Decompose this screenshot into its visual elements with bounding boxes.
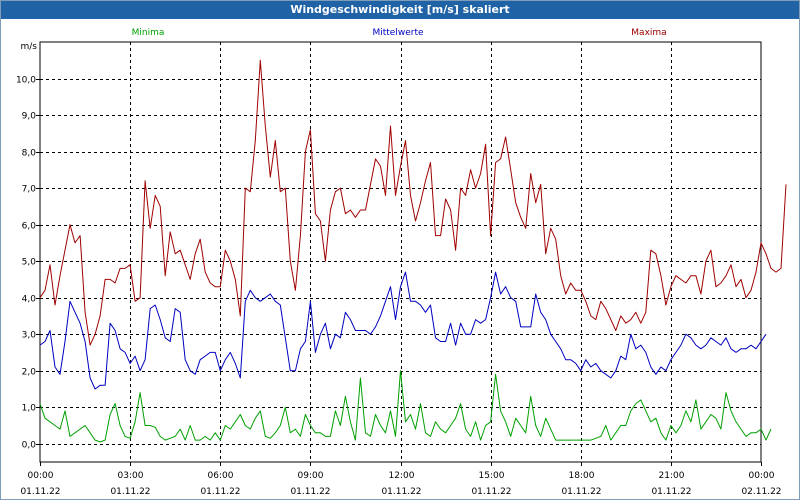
x-tick-time: 03:00 xyxy=(118,471,144,481)
legend-minima: Minima xyxy=(132,28,165,38)
x-tick-time: 09:00 xyxy=(298,471,324,481)
legend-mittelwerte: Mittelwerte xyxy=(372,28,423,38)
x-tick-date: 02.11.22 xyxy=(741,487,781,497)
y-axis: 0,0 1,0 2,0 3,0 4,0 5,0 6,0 7,0 8,0 9,0 10,0 xyxy=(16,76,40,451)
legend: Minima Mittelwerte Maxima xyxy=(132,28,667,38)
plot-area xyxy=(39,41,762,463)
series xyxy=(39,59,787,443)
x-tick-date: 01.11.22 xyxy=(471,487,511,497)
x-tick-time: 00:00 xyxy=(749,471,775,481)
y-tick-label: 10,0 xyxy=(16,76,36,86)
x-tick-time: 12:00 xyxy=(389,471,415,481)
x-tick-time: 00:00 xyxy=(28,471,54,481)
x-tick-time: 18:00 xyxy=(569,471,595,481)
x-axis: 00:00 01.11.22 03:00 01.11.22 06:00 01.11.22 0… xyxy=(20,462,782,497)
x-tick-date: 01.11.22 xyxy=(651,487,691,497)
x-tick-date: 01.11.22 xyxy=(561,487,601,497)
y-tick-label: 2,0 xyxy=(22,368,37,378)
y-tick-label: 8,0 xyxy=(22,149,37,159)
y-tick-label: 3,0 xyxy=(22,331,37,341)
x-tick-date: 01.11.22 xyxy=(381,487,421,497)
chart-title: Windgeschwindigkeit [m/s] skaliert xyxy=(1,1,799,19)
x-tick-time: 06:00 xyxy=(208,471,234,481)
y-tick-label: 6,0 xyxy=(22,222,37,232)
series-line-mittelwerte xyxy=(39,271,767,390)
x-tick-time: 15:00 xyxy=(479,471,505,481)
y-tick-label: 9,0 xyxy=(22,112,37,122)
x-tick-date: 01.11.22 xyxy=(290,487,330,497)
y-tick-label: 1,0 xyxy=(22,404,37,414)
x-tick-date: 01.11.22 xyxy=(200,487,240,497)
y-axis-label: m/s xyxy=(21,42,38,52)
y-tick-label: 5,0 xyxy=(22,258,37,268)
x-tick-date: 01.11.22 xyxy=(110,487,150,497)
y-tick-label: 7,0 xyxy=(22,185,37,195)
x-tick-date: 01.11.22 xyxy=(20,487,60,497)
series-line-minima xyxy=(39,370,772,443)
y-tick-label: 4,0 xyxy=(22,295,37,305)
x-tick-time: 21:00 xyxy=(659,471,685,481)
y-tick-label: 0,0 xyxy=(22,441,37,451)
series-line-maxima xyxy=(39,59,787,346)
legend-maxima: Maxima xyxy=(631,28,666,38)
